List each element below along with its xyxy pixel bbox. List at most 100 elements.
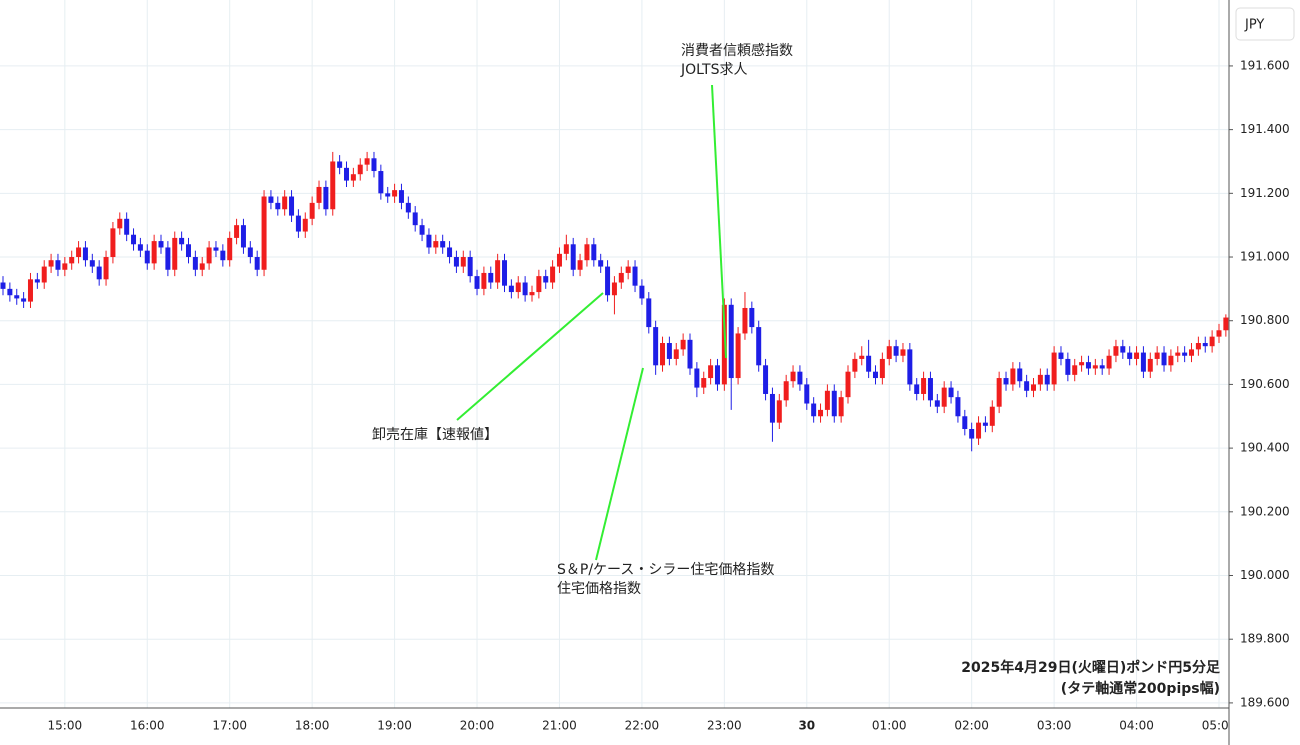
currency-box xyxy=(1235,7,1295,41)
annotation: S＆P/ケース・シラー住宅価格指数 xyxy=(557,562,774,578)
y-tick-label: 191.000 xyxy=(1240,250,1290,264)
y-tick-label: 189.800 xyxy=(1240,632,1290,646)
candle-body xyxy=(1024,381,1030,391)
candle-body xyxy=(89,260,95,267)
candle-body xyxy=(82,247,88,261)
candle-body xyxy=(433,241,439,248)
candle-body xyxy=(21,298,27,302)
candle-body xyxy=(680,339,686,350)
candle-body xyxy=(584,244,590,261)
candle-body xyxy=(556,253,562,267)
candle-body xyxy=(62,263,68,270)
candle-body xyxy=(268,196,274,203)
candle-body xyxy=(694,368,700,388)
candle-body xyxy=(701,378,707,388)
x-tick-label: 01:00 xyxy=(872,719,907,733)
candle-body xyxy=(385,193,391,197)
candle-body xyxy=(151,241,157,264)
candle-body xyxy=(550,266,556,283)
candle-body xyxy=(1134,352,1140,359)
y-axis: 191.600 191.400 191.200 191.000 190.800 190.6… xyxy=(1229,58,1290,709)
candle-body xyxy=(14,295,20,299)
annotation: 卸売在庫【速報値】 xyxy=(372,426,498,443)
candle-body xyxy=(591,244,597,261)
candle-body xyxy=(124,218,130,235)
candle-body xyxy=(536,276,542,293)
candle-body xyxy=(900,349,906,356)
candle-body xyxy=(467,257,473,277)
candle-body xyxy=(1147,358,1153,372)
candle-body xyxy=(165,247,171,270)
candle-body xyxy=(1085,362,1091,369)
candle-body xyxy=(921,378,927,394)
candle-body xyxy=(769,393,775,423)
x-tick-label: 04:00 xyxy=(1119,719,1154,733)
candle-body xyxy=(508,285,514,293)
candle-body xyxy=(653,327,659,366)
candle-body xyxy=(543,276,549,283)
candle-body xyxy=(220,250,226,261)
candle-body xyxy=(357,164,363,175)
candle-body xyxy=(831,390,837,417)
candle-body xyxy=(845,371,851,398)
candle-body xyxy=(941,387,947,407)
x-tick-label: 16:00 xyxy=(130,719,165,733)
candle-body xyxy=(172,237,178,270)
y-tick-label: 190.200 xyxy=(1240,504,1290,518)
candle-body xyxy=(337,161,343,168)
candle-body xyxy=(1072,365,1078,375)
candle-body xyxy=(364,158,370,165)
x-tick-label: 18:00 xyxy=(295,719,330,733)
candle-body xyxy=(412,212,418,226)
candle-body xyxy=(714,365,720,385)
candle-body xyxy=(742,307,748,334)
y-tick-label: 190.600 xyxy=(1240,377,1290,391)
candle-body xyxy=(1037,374,1043,385)
candle-body xyxy=(1003,378,1009,385)
candle-body xyxy=(763,365,769,394)
annotation-line xyxy=(595,367,644,561)
candle-body xyxy=(749,307,755,328)
candle-body xyxy=(137,244,143,251)
candle-body xyxy=(1140,352,1146,372)
candle-body xyxy=(666,343,672,359)
candle-body xyxy=(660,343,666,366)
candle-body xyxy=(254,257,260,270)
grid xyxy=(0,0,1229,708)
candle-body xyxy=(976,422,982,439)
x-tick-label: 05:00 xyxy=(1202,719,1237,733)
candle-body xyxy=(1120,346,1126,353)
candles xyxy=(0,151,1229,452)
candle-body xyxy=(577,260,583,270)
candle-body xyxy=(185,244,191,258)
candle-body xyxy=(756,327,762,366)
candle-body xyxy=(76,247,82,258)
candle-body xyxy=(563,244,569,254)
candle-body xyxy=(392,190,398,197)
candle-body xyxy=(866,355,872,372)
candle-body xyxy=(962,416,968,430)
y-tick-label: 191.400 xyxy=(1240,122,1290,136)
candle-body xyxy=(728,304,734,379)
candle-body xyxy=(460,257,466,267)
candle-body xyxy=(914,384,920,394)
candle-body xyxy=(1223,317,1229,331)
candle-body xyxy=(344,167,349,181)
candle-body xyxy=(1058,352,1064,359)
candle-body xyxy=(502,260,508,286)
candle-body xyxy=(453,257,459,267)
candle-body xyxy=(309,202,315,219)
candle-body xyxy=(605,266,611,296)
x-tick-label: 03:00 xyxy=(1037,719,1072,733)
candle-body xyxy=(1051,352,1057,385)
x-axis: 15:00 16:00 17:00 18:00 19:00 20:00 21:00 22:00… xyxy=(48,719,1237,733)
x-tick-label: 02:00 xyxy=(954,719,989,733)
candle-body xyxy=(440,241,446,248)
candle-body xyxy=(598,260,604,267)
candle-body xyxy=(55,260,61,270)
candle-body xyxy=(240,225,246,248)
candle-body xyxy=(34,279,40,283)
candle-body xyxy=(632,266,638,286)
candle-body xyxy=(818,409,824,417)
candle-body xyxy=(206,247,212,264)
